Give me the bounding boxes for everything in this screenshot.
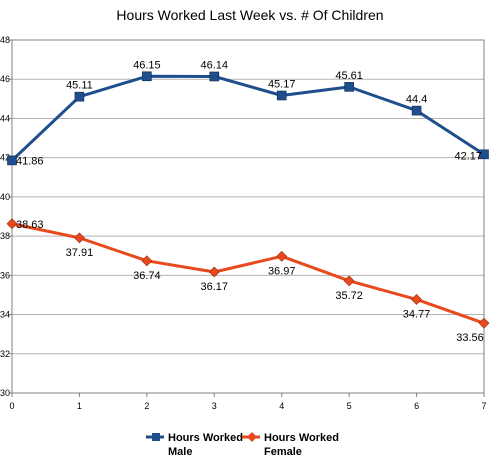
x-tick-label: 1 — [77, 401, 82, 411]
data-point-hours-worked-female — [411, 294, 422, 305]
y-axis: 30 32 34 36 38 40 42 44 46 48 — [0, 35, 12, 398]
legend-label: Male — [168, 446, 192, 458]
data-point-hours-worked-male — [74, 91, 85, 102]
data-point-hours-worked-male — [209, 71, 220, 82]
data-point-hours-worked-female — [276, 250, 288, 262]
legend-marker — [152, 433, 160, 441]
x-axis: 0 1 2 3 4 5 6 7 — [9, 393, 487, 411]
x-tick-label: 0 — [9, 401, 14, 411]
chart-title: Hours Worked Last Week vs. # Of Children — [116, 7, 383, 23]
y-tick-label: 42 — [0, 153, 10, 163]
data-label: 45.61 — [335, 70, 363, 82]
data-point-hours-worked-male — [276, 90, 287, 101]
data-label: 46.14 — [201, 59, 229, 71]
data-point-hours-worked-female — [141, 255, 153, 267]
x-tick-label: 7 — [481, 401, 486, 411]
y-tick-label: 32 — [0, 349, 10, 359]
legend-label: Hours Worked — [264, 432, 339, 444]
legend-label: Female — [264, 446, 302, 458]
x-tick-label: 6 — [414, 401, 419, 411]
data-point-hours-worked-female — [343, 275, 355, 287]
y-tick-label: 48 — [0, 35, 10, 45]
data-point-hours-worked-female — [74, 232, 85, 244]
legend: Hours Worked Male Hours Worked Female — [146, 432, 339, 458]
data-point-hours-worked-male — [479, 149, 489, 160]
series-line-hours-worked-female — [11, 222, 485, 325]
data-label: 45.11 — [66, 80, 93, 92]
data-label: 33.56 — [456, 332, 484, 344]
y-tick-label: 38 — [0, 231, 10, 241]
data-label: 36.97 — [268, 265, 296, 277]
data-label: 44.4 — [406, 94, 427, 106]
series-line-hours-worked-male — [10, 74, 485, 162]
data-label: 34.77 — [403, 308, 431, 320]
x-tick-label: 5 — [347, 401, 352, 411]
data-label: 45.17 — [268, 78, 296, 90]
plot-area-border — [11, 39, 485, 394]
y-tick-label: 46 — [0, 74, 10, 84]
y-tick-label: 44 — [0, 113, 10, 123]
data-label: 35.72 — [335, 290, 363, 302]
y-tick-label: 36 — [0, 270, 10, 280]
y-tick-label: 40 — [0, 192, 10, 202]
data-labels: 41.86 45.11 46.15 46.14 45.17 45.61 44.4 42.17 3… — [16, 59, 484, 344]
data-label: 37.91 — [66, 247, 94, 259]
x-tick-label: 4 — [279, 401, 284, 411]
legend-label: Hours Worked — [168, 432, 243, 444]
data-point-hours-worked-male — [142, 71, 152, 82]
x-tick-label: 3 — [212, 401, 217, 411]
data-label: 42.17 — [454, 150, 482, 162]
data-point-hours-worked-male — [7, 155, 17, 166]
data-label: 38.63 — [16, 219, 44, 231]
data-label: 36.74 — [133, 270, 161, 282]
data-point-hours-worked-female — [208, 266, 220, 278]
series-layer — [6, 71, 490, 329]
data-point-hours-worked-male — [411, 105, 422, 116]
data-point-hours-worked-male — [344, 82, 354, 92]
y-tick-label: 30 — [0, 388, 10, 398]
legend-marker — [247, 432, 257, 442]
data-label: 41.86 — [16, 155, 44, 167]
data-label: 46.15 — [133, 59, 161, 71]
gridlines — [12, 78, 484, 355]
x-tick-label: 2 — [144, 401, 149, 411]
data-label: 36.17 — [201, 281, 229, 293]
data-point-hours-worked-female — [6, 218, 18, 230]
data-point-hours-worked-female — [478, 317, 490, 329]
y-tick-label: 34 — [0, 310, 10, 320]
